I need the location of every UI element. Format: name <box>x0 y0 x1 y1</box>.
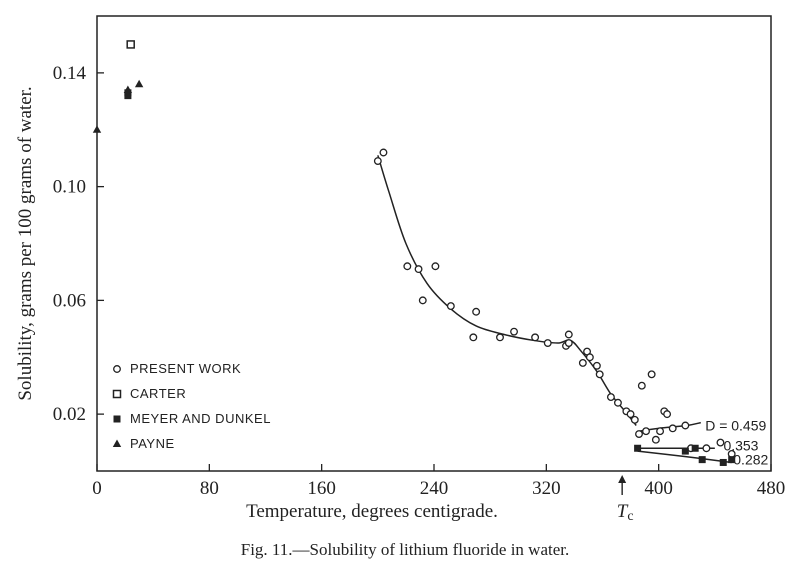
critical-temperature-marker: Tc <box>617 475 634 524</box>
data-point-open-circle <box>543 339 552 347</box>
tc-arrow-head <box>618 475 627 483</box>
data-point-open-circle <box>403 262 412 271</box>
figure-caption: Fig. 11.—Solubility of lithium fluoride … <box>240 540 570 559</box>
y-tick-label: 0.10 <box>53 177 86 198</box>
density-annotation: 0.353 <box>723 437 758 453</box>
legend-label: CARTER <box>130 386 186 401</box>
x-tick-label: 0 <box>92 478 102 499</box>
fit-curve <box>377 155 637 426</box>
data-point-open-circle <box>379 148 388 157</box>
x-tick-label: 240 <box>420 478 449 499</box>
data-point-open-circle <box>472 307 481 316</box>
data-point-open-circle <box>585 353 594 362</box>
data-point-filled-square <box>681 447 689 455</box>
data-point-open-square <box>126 40 135 49</box>
data-point-open-circle <box>431 262 440 271</box>
x-tick-label: 400 <box>644 478 673 499</box>
data-point-filled-square <box>698 456 706 464</box>
tc-label: Tc <box>617 501 634 524</box>
legend-label: PRESENT WORK <box>130 361 241 376</box>
data-point-open-circle <box>668 424 677 433</box>
data-point-filled-triangle <box>134 79 144 88</box>
x-tick-label: 320 <box>532 478 561 499</box>
data-point-open-circle <box>564 330 573 339</box>
x-tick-label: 480 <box>757 478 786 499</box>
data-point-open-circle <box>637 381 646 390</box>
data-point-open-circle <box>613 398 622 407</box>
data-point-open-circle <box>510 327 518 336</box>
data-point-open-circle <box>592 361 601 370</box>
data-point-open-circle <box>626 410 635 419</box>
y-axis-label: Solubility, grams per 100 grams of water… <box>15 86 36 400</box>
data-point-open-circle <box>702 444 711 453</box>
density-annotation: 0.282 <box>733 452 768 468</box>
data-point-open-circle <box>469 333 478 342</box>
data-point-open-circle <box>373 157 382 165</box>
data-point-open-circle <box>635 430 643 438</box>
data-point-open-circle <box>414 265 423 274</box>
data-point-open-circle <box>651 435 660 444</box>
data-point-open-circle <box>716 438 725 447</box>
data-point-open-circle <box>578 358 587 367</box>
legend-marker-open-square <box>112 389 122 399</box>
data-point-open-circle <box>446 302 455 311</box>
data-point-open-circle <box>681 421 690 430</box>
legend-marker-open-circle <box>113 365 121 373</box>
plot-frame <box>96 15 772 472</box>
x-tick-label: 80 <box>200 478 219 499</box>
data-point-open-circle <box>418 296 427 305</box>
data-point-filled-square <box>124 92 132 100</box>
legend-label: PAYNE <box>130 436 175 451</box>
y-tick-label: 0.06 <box>53 290 86 311</box>
data-point-open-circle <box>642 427 650 436</box>
x-axis-label: Temperature, degrees centigrade. <box>246 501 498 522</box>
data-point-open-circle <box>663 410 672 419</box>
data-point-open-circle <box>496 333 504 342</box>
data-point-open-circle <box>647 370 656 379</box>
density-annotation: D = 0.459 <box>705 418 766 434</box>
data-point-open-circle <box>656 427 665 436</box>
legend-marker-filled-triangle <box>112 439 122 447</box>
data-point-filled-square <box>634 444 642 452</box>
data-point-open-circle <box>531 333 540 342</box>
legend-marker-filled-square <box>113 415 121 423</box>
data-point-filled-triangle <box>92 125 102 133</box>
data-point-filled-square <box>691 444 699 452</box>
data-point-filled-triangle <box>123 85 133 93</box>
data-point-open-circle <box>606 393 615 402</box>
y-tick-label: 0.02 <box>53 404 86 425</box>
data-point-open-circle <box>564 339 573 347</box>
legend-label: MEYER AND DUNKEL <box>130 411 271 426</box>
x-tick-label: 160 <box>307 478 336 499</box>
data-point-filled-square <box>728 456 736 464</box>
data-point-open-circle <box>595 370 604 379</box>
data-point-open-circle <box>630 415 639 424</box>
y-tick-label: 0.14 <box>53 63 87 84</box>
data-point-filled-square <box>719 458 727 466</box>
